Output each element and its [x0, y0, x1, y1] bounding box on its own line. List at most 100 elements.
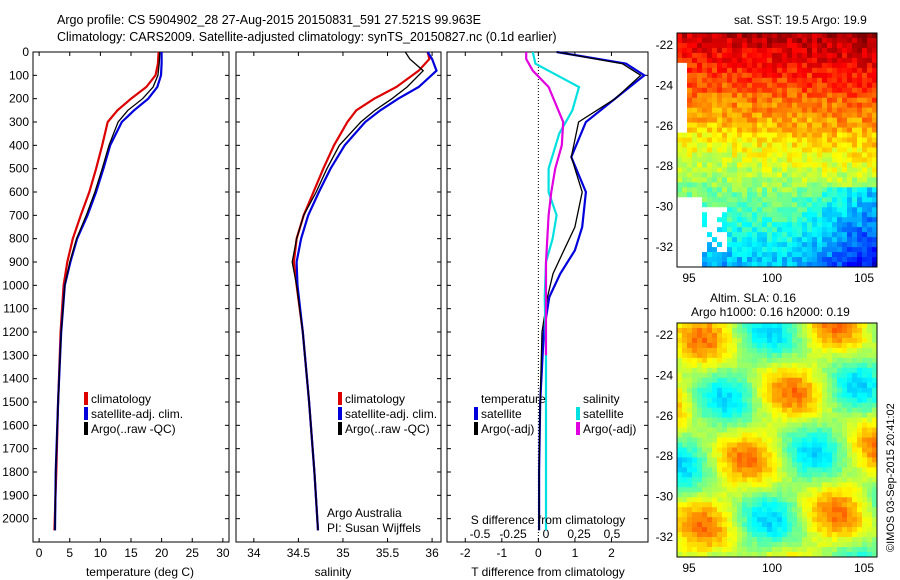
- sla-cell: [727, 397, 733, 403]
- sla-cell: [772, 457, 778, 463]
- sla-cell: [692, 427, 698, 433]
- sst-cell: [852, 192, 858, 198]
- sla-cell: [722, 477, 728, 483]
- sst-cell: [802, 257, 808, 263]
- sla-cell: [687, 417, 693, 423]
- sst-cell: [767, 107, 773, 113]
- sla-cell: [872, 512, 878, 518]
- sst-cell: [687, 37, 693, 44]
- sla-cell: [752, 437, 758, 443]
- sst-cell: [782, 122, 788, 128]
- sst-cell: [787, 187, 793, 193]
- sst-cell: [757, 167, 763, 173]
- sst-cell: [787, 147, 793, 153]
- sla-cell: [857, 507, 863, 513]
- sst-cell: [857, 152, 863, 158]
- sst-cell: [717, 257, 723, 263]
- sla-cell: [707, 487, 713, 493]
- sla-cell: [687, 492, 693, 498]
- sla-cell: [677, 392, 683, 398]
- sla-cell: [707, 477, 713, 483]
- sla-cell: [717, 492, 723, 498]
- sst-cell: [822, 142, 828, 148]
- sst-cell: [737, 147, 743, 153]
- sla-cell: [842, 542, 848, 548]
- sla-cell: [832, 342, 838, 349]
- sla-cell: [772, 487, 778, 493]
- sst-cell: [842, 192, 848, 198]
- sla-cell: [772, 327, 778, 334]
- sst-cell: [867, 257, 873, 263]
- sst-cell: [807, 117, 813, 123]
- sla-cell: [777, 432, 783, 438]
- sla-cell: [772, 372, 778, 379]
- sla-cell: [827, 522, 833, 528]
- sst-cell: [772, 62, 778, 69]
- sla-cell: [777, 422, 783, 428]
- sst-cell: [857, 112, 863, 118]
- sla-cell: [802, 357, 808, 364]
- sla-cell: [857, 352, 863, 359]
- sst-cell: [772, 157, 778, 163]
- sst-cell: [792, 232, 798, 238]
- sst-cell: [677, 207, 683, 213]
- sla-cell: [797, 407, 803, 413]
- sst-cell: [802, 177, 808, 183]
- sla-cell: [852, 402, 858, 408]
- sla-cell: [857, 402, 863, 408]
- sla-cell: [692, 467, 698, 473]
- sst-cell: [767, 237, 773, 243]
- sla-cell: [827, 472, 833, 478]
- sla-cell: [742, 377, 748, 384]
- sst-cell: [697, 67, 703, 74]
- sla-cell: [772, 502, 778, 508]
- sst-cell: [822, 212, 828, 218]
- legend-label-s-satellite: satellite: [583, 407, 624, 421]
- sla-cell: [697, 412, 703, 418]
- sst-cell: [702, 222, 708, 228]
- sst-cell: [777, 132, 783, 138]
- sst-cell: [682, 207, 688, 213]
- sla-cell: [772, 382, 778, 389]
- sla-cell: [722, 402, 728, 408]
- sla-cell: [692, 407, 698, 413]
- sst-cell: [752, 207, 758, 213]
- sla-cell: [792, 547, 798, 553]
- sla-cell: [867, 472, 873, 478]
- sla-cell: [752, 447, 758, 453]
- sla-cell: [797, 452, 803, 458]
- sst-cell: [862, 137, 868, 143]
- sst-cell: [687, 167, 693, 173]
- sst-cell: [862, 207, 868, 213]
- sla-cell: [812, 327, 818, 334]
- sst-cell: [782, 33, 788, 39]
- sst-cell: [687, 97, 693, 104]
- sst-cell: [872, 112, 878, 118]
- sst-cell: [747, 57, 753, 64]
- sst-cell: [782, 132, 788, 138]
- sst-cell: [702, 97, 708, 104]
- sla-cell: [822, 492, 828, 498]
- sst-cell: [742, 167, 748, 173]
- sst-cell: [822, 147, 828, 153]
- sst-cell: [812, 167, 818, 173]
- sst-cell: [857, 117, 863, 123]
- sla-cell: [847, 352, 853, 359]
- sla-cell: [862, 537, 868, 543]
- sla-cell: [687, 517, 693, 523]
- sla-cell: [712, 497, 718, 503]
- sst-cell: [767, 67, 773, 74]
- sla-cell: [837, 417, 843, 423]
- sst-cell: [697, 212, 703, 218]
- sst-cell: [702, 207, 708, 213]
- sla-cell: [857, 467, 863, 473]
- sst-cell: [872, 162, 878, 168]
- sla-cell: [847, 497, 853, 503]
- sla-cell: [782, 462, 788, 468]
- sla-cell: [762, 532, 768, 538]
- sst-cell: [812, 77, 818, 84]
- sla-cell: [777, 352, 783, 359]
- sst-cell: [807, 147, 813, 153]
- sla-cell: [677, 332, 683, 339]
- y-tick-label: 700: [9, 208, 29, 222]
